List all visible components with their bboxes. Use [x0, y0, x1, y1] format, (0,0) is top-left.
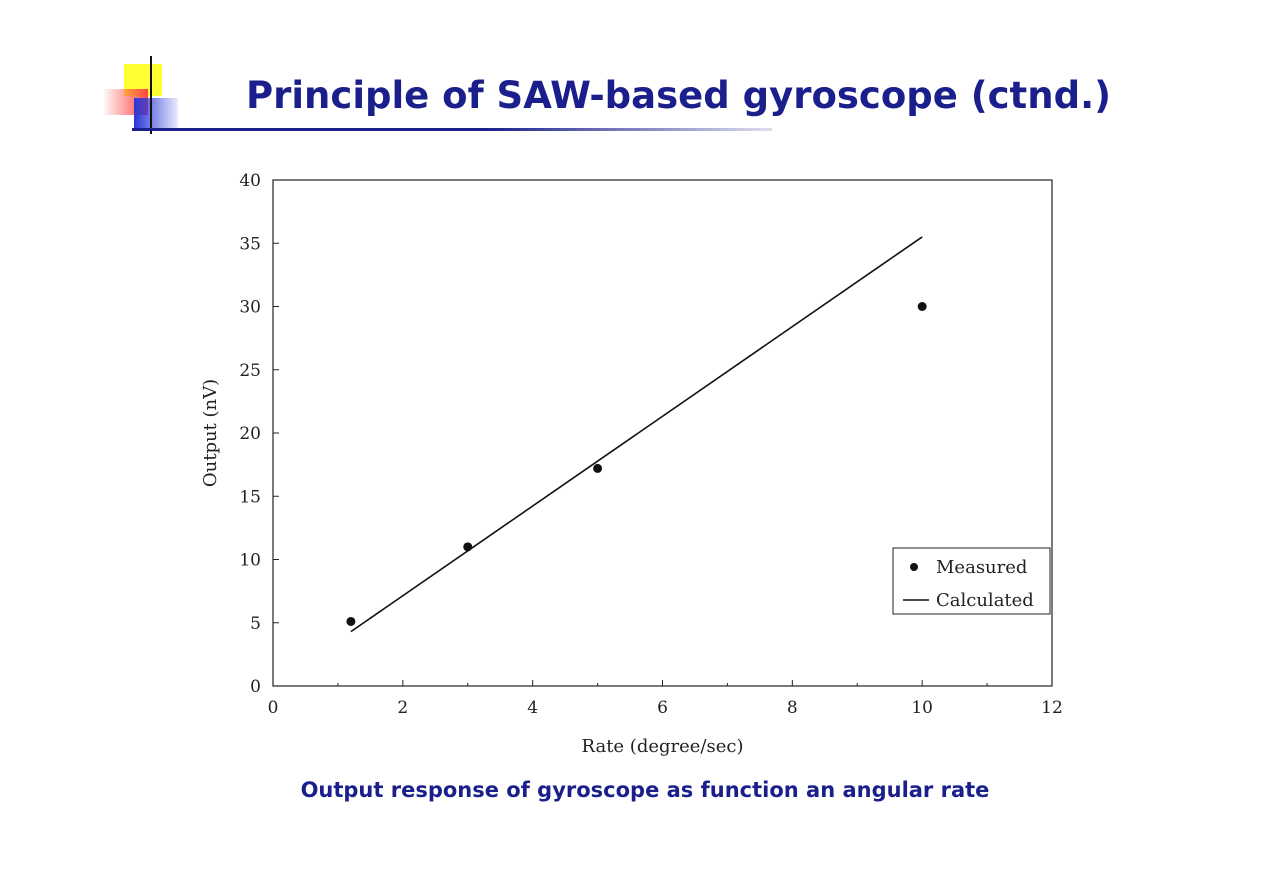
legend-marker-swatch — [910, 563, 918, 571]
slide-decoration-blue-square — [134, 98, 178, 130]
x-tick-label: 8 — [787, 698, 798, 718]
y-tick-label: 35 — [239, 234, 261, 254]
y-tick-label: 40 — [239, 171, 261, 191]
scatter-chart: 0 2 4 6 8 10 12 0 5 10 15 20 25 30 35 40 Rate (degree/se… — [200, 171, 1063, 757]
legend-box — [892, 547, 1051, 615]
x-tick-label: 10 — [911, 698, 933, 718]
x-tick-label: 12 — [1041, 698, 1063, 718]
y-tick-label: 20 — [239, 424, 261, 444]
legend-entry-label: Calculated — [936, 590, 1034, 611]
title-underline — [132, 128, 772, 131]
x-axis-label: Rate (degree/sec) — [582, 736, 744, 757]
x-tick-label: 2 — [397, 698, 408, 718]
y-tick-label: 15 — [239, 487, 261, 507]
y-tick-label: 30 — [239, 298, 261, 318]
slide-decoration-vertical-line — [150, 56, 152, 134]
data-point-measured — [917, 302, 927, 311]
y-tick-label: 25 — [239, 361, 261, 381]
data-point-measured — [593, 463, 603, 473]
data-point-measured — [346, 616, 356, 626]
y-tick-label: 0 — [250, 677, 261, 697]
y-axis-label: Output (nV) — [200, 379, 221, 487]
series-line-calculated — [350, 236, 923, 633]
x-tick-label: 0 — [268, 698, 279, 718]
y-tick-label: 5 — [250, 614, 261, 634]
x-tick-label: 4 — [527, 698, 538, 718]
legend-entry-label: Measured — [936, 557, 1027, 578]
y-tick-label: 10 — [239, 551, 261, 571]
slide-title: Principle of SAW-based gyroscope (ctnd.) — [246, 74, 1112, 117]
chart-container: 0 2 4 6 8 10 12 0 5 10 15 20 25 30 35 40 Rate (degree/se… — [180, 160, 1080, 770]
x-tick-label: 6 — [657, 698, 668, 718]
slide-caption: Output response of gyroscope as function… — [300, 778, 990, 802]
